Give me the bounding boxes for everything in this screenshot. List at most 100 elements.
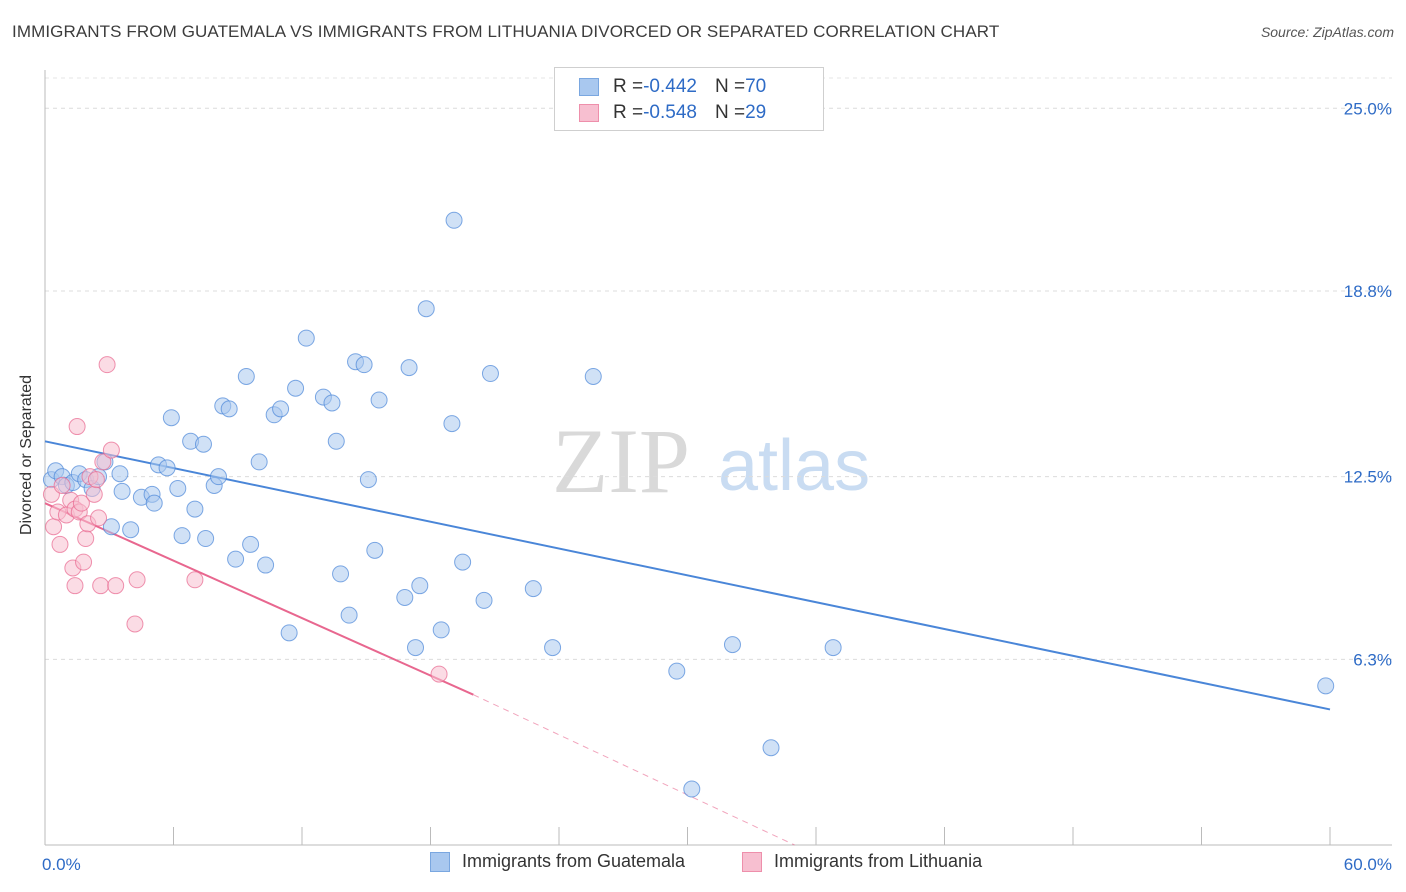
series-legend-lithuania: Immigrants from Lithuania	[742, 851, 982, 872]
guatemala-point	[417, 300, 435, 318]
lithuania-point	[102, 441, 120, 459]
guatemala-point	[396, 588, 414, 606]
correlation-legend: R = -0.442 N = 70 R = -0.548 N = 29	[554, 67, 824, 131]
guatemala-point	[113, 482, 131, 500]
y-tick-label: 6.3%	[1353, 650, 1392, 669]
source-label: Source: ZipAtlas.com	[1260, 24, 1394, 40]
watermark-atlas: atlas	[718, 426, 870, 506]
n-label: N =	[714, 76, 746, 97]
lithuania-point	[87, 471, 105, 489]
lithuania-point	[77, 530, 95, 548]
guatemala-point	[186, 500, 204, 518]
guatemala-point	[272, 400, 290, 418]
legend-row-lithuania: R = -0.548 N = 29	[579, 102, 766, 124]
tick-labels: 6.3% 12.5% 18.8% 25.0% 0.0% 60.0%	[42, 99, 1392, 874]
guatemala-point	[366, 541, 384, 559]
lithuania-point	[75, 553, 93, 571]
lithuania-point	[128, 571, 146, 589]
r-label: R =	[613, 76, 644, 97]
watermark-zip: ZIP	[552, 410, 690, 512]
lithuania-trend-line	[44, 502, 474, 696]
guatemala-point	[683, 780, 701, 798]
y-tick-label: 18.8%	[1344, 282, 1392, 301]
lithuania-point	[51, 535, 69, 553]
lithuania-point	[126, 615, 144, 633]
guatemala-point	[323, 394, 341, 412]
lithuania-point	[68, 418, 86, 436]
data-points	[42, 211, 1335, 798]
legend-swatch-guatemala	[579, 78, 599, 96]
guatemala-point	[327, 432, 345, 450]
lithuania-point	[90, 509, 108, 527]
guatemala-point	[524, 580, 542, 598]
guatemala-point	[1317, 677, 1335, 695]
lithuania-point	[92, 577, 110, 595]
guatemala-point	[227, 550, 245, 568]
n-value: 70	[745, 76, 767, 97]
lithuania-trend-line-extension	[473, 694, 795, 846]
guatemala-point	[668, 662, 686, 680]
r-value: -0.548	[643, 102, 697, 123]
lithuania-point	[98, 356, 116, 374]
guatemala-point	[370, 391, 388, 409]
guatemala-point	[158, 459, 176, 477]
guatemala-point	[280, 624, 298, 642]
guatemala-point	[544, 639, 562, 657]
guatemala-point	[297, 329, 315, 347]
lithuania-point	[53, 476, 71, 494]
lithuania-point	[107, 577, 125, 595]
guatemala-point	[432, 621, 450, 639]
axes	[44, 70, 1392, 846]
guatemala-point	[194, 435, 212, 453]
guatemala-point	[287, 379, 305, 397]
guatemala-point	[411, 577, 429, 595]
guatemala-point	[443, 415, 461, 433]
guatemala-point	[145, 494, 163, 512]
guatemala-point	[584, 367, 602, 385]
guatemala-point	[173, 527, 191, 545]
x-tick-label: 60.0%	[1344, 855, 1392, 874]
guatemala-point	[824, 639, 842, 657]
guatemala-point	[359, 471, 377, 489]
trend-lines	[44, 440, 1331, 846]
guatemala-trend-line	[44, 440, 1331, 711]
guatemala-point	[332, 565, 350, 583]
guatemala-point	[762, 739, 780, 757]
chart-title: IMMIGRANTS FROM GUATEMALA VS IMMIGRANTS …	[12, 22, 1000, 41]
guatemala-point	[445, 211, 463, 229]
guatemala-point	[407, 639, 425, 657]
guatemala-point	[237, 367, 255, 385]
guatemala-point	[454, 553, 472, 571]
guatemala-point	[220, 400, 238, 418]
guatemala-point	[400, 359, 418, 377]
lithuania-point	[85, 485, 103, 503]
guatemala-point	[162, 409, 180, 427]
guatemala-point	[169, 479, 187, 497]
y-tick-label: 12.5%	[1344, 468, 1392, 487]
lithuania-point	[45, 518, 63, 536]
guatemala-point	[102, 518, 120, 536]
lithuania-point	[66, 577, 84, 595]
guatemala-point	[257, 556, 275, 574]
guatemala-point	[475, 591, 493, 609]
x-tick-label: 0.0%	[42, 855, 81, 874]
legend-swatch-lithuania	[579, 104, 599, 122]
guatemala-point	[481, 365, 499, 383]
series-label-lithuania: Immigrants from Lithuania	[774, 851, 983, 871]
guatemala-point	[250, 453, 268, 471]
series-swatch-lithuania	[742, 851, 762, 872]
guatemala-point	[122, 521, 140, 539]
guatemala-point	[209, 468, 227, 486]
guatemala-point	[723, 636, 741, 654]
series-label-guatemala: Immigrants from Guatemala	[462, 851, 686, 871]
r-label: R =	[613, 102, 644, 123]
lithuania-point	[186, 571, 204, 589]
n-label: N =	[714, 102, 746, 123]
guatemala-point	[197, 530, 215, 548]
lithuania-point	[430, 665, 448, 683]
guatemala-point	[355, 356, 373, 374]
guatemala-point	[340, 606, 358, 624]
series-legend-guatemala: Immigrants from Guatemala	[430, 851, 685, 872]
guatemala-point	[242, 535, 260, 553]
